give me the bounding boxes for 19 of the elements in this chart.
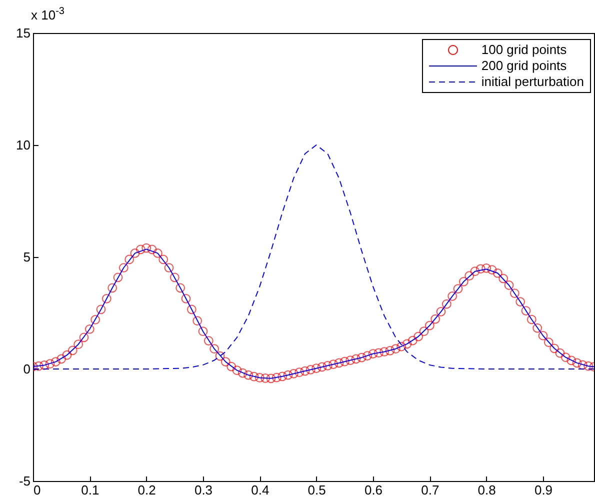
y-tick-label: 0 xyxy=(23,362,30,376)
legend-label: 100 grid points xyxy=(481,42,567,58)
legend-label: initial perturbation xyxy=(481,74,584,90)
x-tick-label: 0.8 xyxy=(478,482,496,498)
x-tick-label: 0.7 xyxy=(421,482,440,498)
y-tick-label: 5 xyxy=(23,250,30,264)
x-tick-label: 0.5 xyxy=(308,482,326,498)
x-tick-label: 0.1 xyxy=(81,482,100,498)
text: x 10$^{-3}$ xyxy=(31,6,64,22)
x-tick-label: 0.2 xyxy=(138,482,156,498)
y-tick-label: 15 xyxy=(16,26,30,40)
x-tick-label: 0.9 xyxy=(534,482,553,498)
x-tick-label: 0.6 xyxy=(364,482,383,498)
x-tick-label: 0.3 xyxy=(194,482,213,498)
x-tick-label: 0 xyxy=(34,482,41,498)
legend-label: 200 grid points xyxy=(481,58,567,74)
x-tick-label: 0.4 xyxy=(251,482,270,498)
y-tick-label: -5 xyxy=(18,474,30,488)
y-tick-label: 10 xyxy=(16,138,30,152)
